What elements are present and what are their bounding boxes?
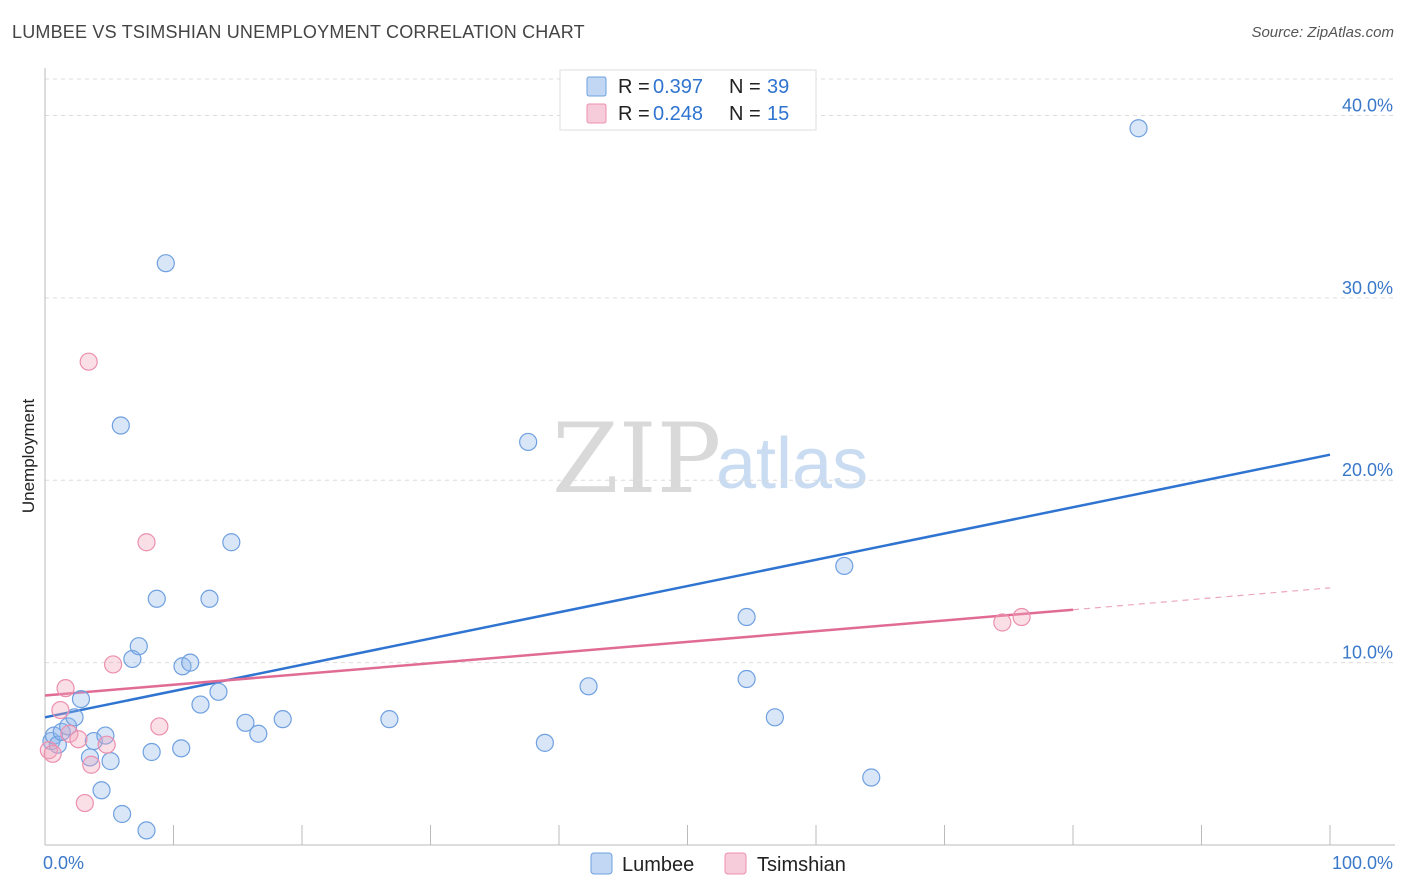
point-lumbee xyxy=(112,804,132,824)
y-tick-label: 40.0% xyxy=(1342,95,1393,115)
point-lumbee xyxy=(147,589,166,608)
point-lumbee xyxy=(65,708,84,727)
legend-label-tsimshian: Tsimshian xyxy=(757,854,846,876)
point-lumbee xyxy=(172,739,191,758)
y-tick-labels: 10.0% 20.0% 30.0% 40.0% xyxy=(1342,95,1393,662)
point-lumbee xyxy=(59,717,78,736)
stats-n-value-lumbee: 39 xyxy=(767,76,789,98)
point-lumbee xyxy=(92,781,111,800)
point-tsimshian xyxy=(56,679,75,698)
trend-lines xyxy=(44,453,1331,719)
point-lumbee xyxy=(181,653,200,672)
stats-r-label-lumbee: R = xyxy=(618,76,650,98)
point-lumbee xyxy=(737,607,756,627)
point-tsimshian xyxy=(993,613,1012,632)
point-lumbee xyxy=(191,695,210,714)
point-tsimshian xyxy=(150,717,169,736)
point-lumbee xyxy=(1129,119,1148,138)
x-tick-label: 100.0% xyxy=(1332,853,1393,873)
watermark-zip: ZIP xyxy=(552,403,721,515)
chart-source: Source: ZipAtlas.com xyxy=(1251,24,1394,41)
point-lumbee xyxy=(142,742,161,762)
y-tick-label: 30.0% xyxy=(1342,278,1393,298)
stats-n-label-tsimshian: N = xyxy=(729,103,761,125)
point-lumbee xyxy=(71,689,91,709)
point-lumbee xyxy=(222,533,241,552)
y-tick-label: 20.0% xyxy=(1342,460,1393,480)
stats-r-value-lumbee: 0.397 xyxy=(653,76,703,98)
y-tick-label: 10.0% xyxy=(1342,643,1393,663)
point-tsimshian xyxy=(1012,607,1031,627)
point-lumbee xyxy=(737,669,756,689)
trend-extension-tsimshian xyxy=(1072,587,1331,611)
x-tick-labels: 0.0% 100.0% xyxy=(43,853,1393,873)
point-tsimshian xyxy=(97,735,116,754)
stats-n-value-tsimshian: 15 xyxy=(767,103,789,125)
point-lumbee xyxy=(101,752,120,771)
point-lumbee xyxy=(862,768,881,787)
point-lumbee xyxy=(380,710,399,729)
point-tsimshian xyxy=(51,700,70,720)
point-tsimshian xyxy=(43,744,62,763)
trend-line-tsimshian xyxy=(44,608,1074,697)
watermark: ZIP atlas xyxy=(552,403,868,515)
point-tsimshian xyxy=(137,533,156,552)
point-lumbee xyxy=(200,589,219,608)
point-lumbee xyxy=(137,821,156,840)
watermark-atlas: atlas xyxy=(716,424,868,504)
trend-line-lumbee xyxy=(44,453,1331,719)
axes xyxy=(44,68,1395,846)
stats-r-value-tsimshian: 0.248 xyxy=(653,103,703,125)
stats-n-label-lumbee: N = xyxy=(729,76,761,98)
point-lumbee xyxy=(156,254,175,273)
gridlines xyxy=(45,78,1395,664)
chart-title: LUMBEE VS TSIMSHIAN UNEMPLOYMENT CORRELA… xyxy=(12,22,585,42)
y-axis-label: Unemployment xyxy=(19,399,38,514)
series-legend: Lumbee Tsimshian xyxy=(590,852,846,876)
point-tsimshian xyxy=(79,352,98,371)
stats-r-label-tsimshian: R = xyxy=(618,103,650,125)
legend-swatch-tsimshian xyxy=(724,852,747,875)
point-tsimshian xyxy=(104,655,123,674)
legend-swatch-lumbee xyxy=(590,852,613,875)
stats-legend: R = 0.397 N = 39 R = 0.248 N = 15 xyxy=(559,69,817,131)
x-tick-label: 0.0% xyxy=(43,853,84,873)
stats-swatch-lumbee xyxy=(586,76,607,97)
point-lumbee xyxy=(579,677,598,696)
point-lumbee xyxy=(535,733,554,752)
point-tsimshian xyxy=(60,724,79,743)
point-lumbee xyxy=(209,682,228,701)
point-lumbee xyxy=(519,432,538,452)
point-lumbee xyxy=(129,637,148,656)
point-lumbee xyxy=(236,713,255,732)
point-lumbee xyxy=(765,708,784,727)
point-lumbee xyxy=(835,556,854,576)
point-tsimshian xyxy=(75,793,94,813)
legend-label-lumbee: Lumbee xyxy=(622,854,694,876)
point-lumbee xyxy=(111,416,130,435)
point-lumbee xyxy=(249,724,268,743)
point-lumbee xyxy=(96,726,115,745)
point-tsimshian xyxy=(69,730,88,749)
point-lumbee xyxy=(273,710,292,729)
stats-swatch-tsimshian xyxy=(586,103,607,124)
point-tsimshian xyxy=(82,755,101,774)
data-points xyxy=(39,119,1148,840)
